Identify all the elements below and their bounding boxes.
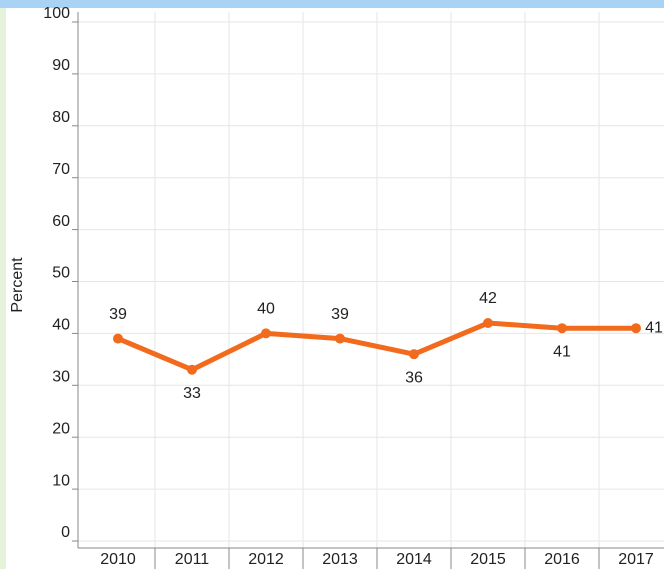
data-label: 39	[109, 306, 127, 323]
y-tick-label: 0	[61, 524, 70, 541]
data-label: 41	[553, 343, 571, 360]
data-label: 39	[331, 306, 349, 323]
data-point	[187, 364, 197, 375]
data-label: 40	[257, 301, 275, 318]
y-tick-label: 60	[52, 213, 70, 230]
y-tick-label: 80	[52, 109, 70, 126]
data-label: 33	[183, 385, 201, 402]
y-tick-label: 30	[52, 369, 70, 386]
data-point	[631, 323, 641, 334]
data-point	[557, 323, 567, 334]
y-tick-label: 40	[52, 317, 70, 334]
x-tick-label: 2017	[618, 551, 654, 568]
data-point	[113, 333, 123, 344]
data-point	[409, 349, 419, 360]
y-tick-label: 70	[52, 161, 70, 178]
y-tick-label: 20	[52, 420, 70, 437]
x-tick-label: 2013	[322, 551, 358, 568]
y-tick-label: 10	[52, 472, 70, 489]
x-tick-label: 2014	[396, 551, 432, 568]
y-tick-label: 100	[43, 5, 70, 22]
x-tick-label: 2012	[248, 551, 284, 568]
y-tick-label: 90	[52, 57, 70, 74]
x-tick-label: 2015	[470, 551, 506, 568]
data-point	[335, 333, 345, 344]
data-line	[117, 320, 636, 373]
data-label: 41	[645, 319, 663, 336]
x-tick-label: 2016	[544, 551, 580, 568]
title-band	[0, 0, 664, 8]
y-axis-label: Percent	[9, 257, 26, 313]
data-point	[261, 328, 271, 339]
data-point	[483, 318, 493, 329]
x-tick-label: 2011	[175, 551, 210, 568]
side-band	[0, 8, 6, 569]
data-label: 36	[405, 369, 423, 386]
y-tick-label: 50	[52, 265, 70, 282]
data-label: 42	[479, 290, 497, 307]
x-tick-label: 2010	[100, 551, 136, 568]
